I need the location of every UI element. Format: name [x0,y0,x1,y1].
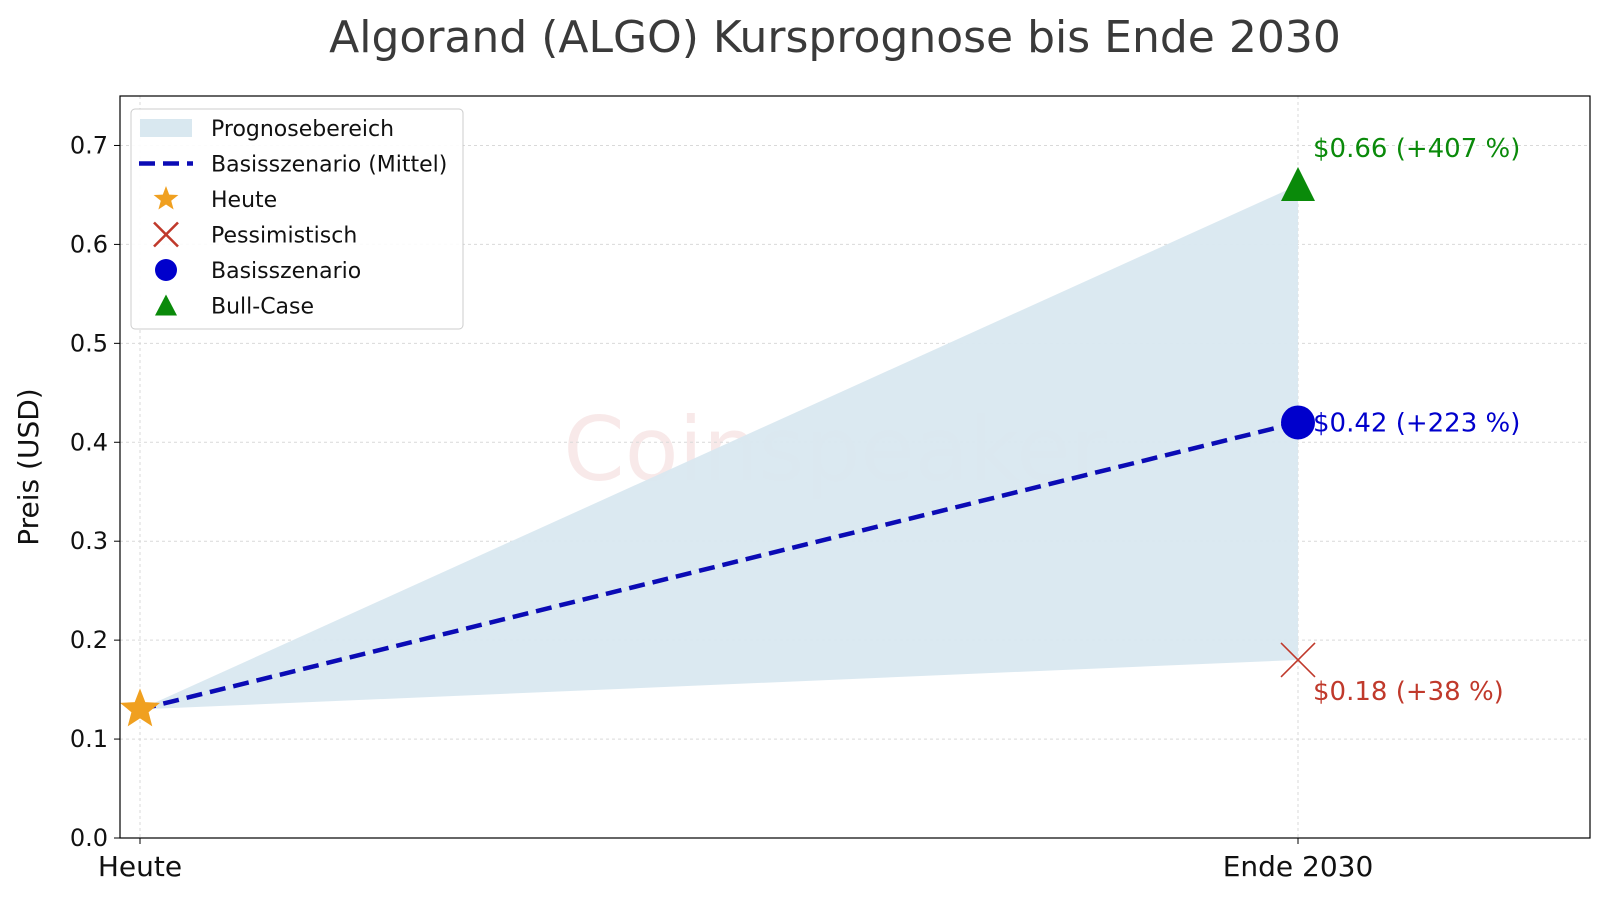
x-tick-label: Heute [98,850,182,883]
legend-label: Prognosebereich [211,117,394,142]
legend-label: Heute [211,188,277,213]
legend-swatch-band [140,119,192,137]
legend-label: Bull-Case [211,295,314,320]
axis-ticks: 0.0 0.1 0.2 0.3 0.4 0.5 0.6 0.7 Heute Ende 2030 [70,131,1373,883]
legend-star-icon [153,186,179,210]
annotation-label: $0.42 (+223 %) [1313,408,1520,438]
legend-label: Basisszenario [211,259,361,284]
legend-triangle-icon [155,294,177,316]
marker-today-star [120,688,160,727]
legend-x-icon [153,221,179,248]
x-stroke [1280,642,1316,678]
y-tick-label: 0.7 [70,131,108,159]
x-tick-label: Ende 2030 [1223,850,1374,883]
y-tick-label: 0.4 [70,428,108,456]
annotation-label: $0.18 (+38 %) [1313,677,1504,707]
forecast-range-band [140,185,1298,710]
legend-label: Pessimistisch [211,224,357,249]
scenario-markers [120,167,1316,727]
y-tick-label: 0.2 [70,626,108,654]
annotations: $0.18 (+38 %) $0.42 (+223 %) $0.66 (+407 %… [1313,134,1520,707]
y-tick-label: 0.6 [70,230,108,258]
forecast-range-area [140,185,1298,710]
legend-circle-icon [155,259,177,281]
marker-bull-triangle [1281,167,1315,202]
y-tick-label: 0.5 [70,329,108,357]
plot-frame [119,95,1591,839]
marker-pessimistic-x [1280,642,1316,678]
y-tick-label: 0.0 [70,824,108,852]
legend: Prognosebereich Basisszenario (Mittel) Heu… [130,108,464,330]
y-axis-label: Preis (USD) [12,388,45,545]
y-tick-label: 0.1 [70,725,108,753]
legend-box [130,108,464,330]
y-tick-label: 0.3 [70,527,108,555]
legend-label: Basisszenario (Mittel) [211,153,447,178]
base-scenario-line [139,420,1299,712]
annotation-label: $0.66 (+407 %) [1313,134,1520,164]
series-lines [139,420,1299,712]
chart-title: Algorand (ALGO) Kursprognose bis Ende 20… [329,12,1341,63]
marker-base-circle [1281,405,1315,440]
